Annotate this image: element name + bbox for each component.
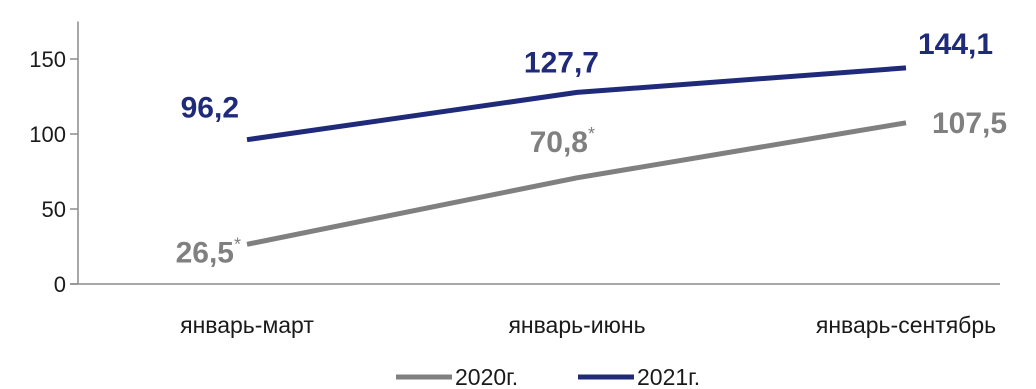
y-tick-label: 0	[54, 272, 66, 297]
legend-label: 2021г.	[637, 364, 700, 389]
x-tick-label: январь-июнь	[508, 312, 645, 338]
data-label: 144,1	[918, 28, 993, 61]
axes: 0 50 100 150 январь-март январь-июнь январь-се…	[29, 21, 1000, 338]
y-tick-label: 100	[29, 122, 66, 147]
x-tick-label: январь-март	[180, 312, 314, 338]
series-lines	[246, 65, 907, 247]
data-label-value: 26,5	[176, 236, 234, 269]
data-label-value: 70,8	[530, 126, 588, 159]
y-tick-label: 50	[42, 197, 66, 222]
data-label-value: 144,1	[918, 28, 993, 61]
data-label-value: 96,2	[181, 92, 239, 125]
data-label-footnote-mark: *	[234, 234, 241, 254]
data-label-value: 127,7	[524, 46, 599, 79]
series-line-0	[246, 120, 907, 247]
data-label: 107,5	[932, 107, 1007, 140]
series-line-1	[246, 65, 907, 143]
data-label: 70,8*	[530, 124, 595, 159]
data-label: 127,7	[524, 46, 599, 79]
data-label: 26,5*	[176, 234, 241, 269]
data-label: 96,2	[181, 92, 239, 125]
legend: 2020г. 2021г.	[396, 364, 700, 389]
y-tick-label: 150	[29, 47, 66, 72]
x-tick-label: январь-сентябрь	[816, 312, 996, 338]
data-label-value: 107,5	[932, 107, 1007, 140]
legend-label: 2020г.	[455, 364, 518, 389]
data-label-footnote-mark: *	[588, 124, 595, 144]
